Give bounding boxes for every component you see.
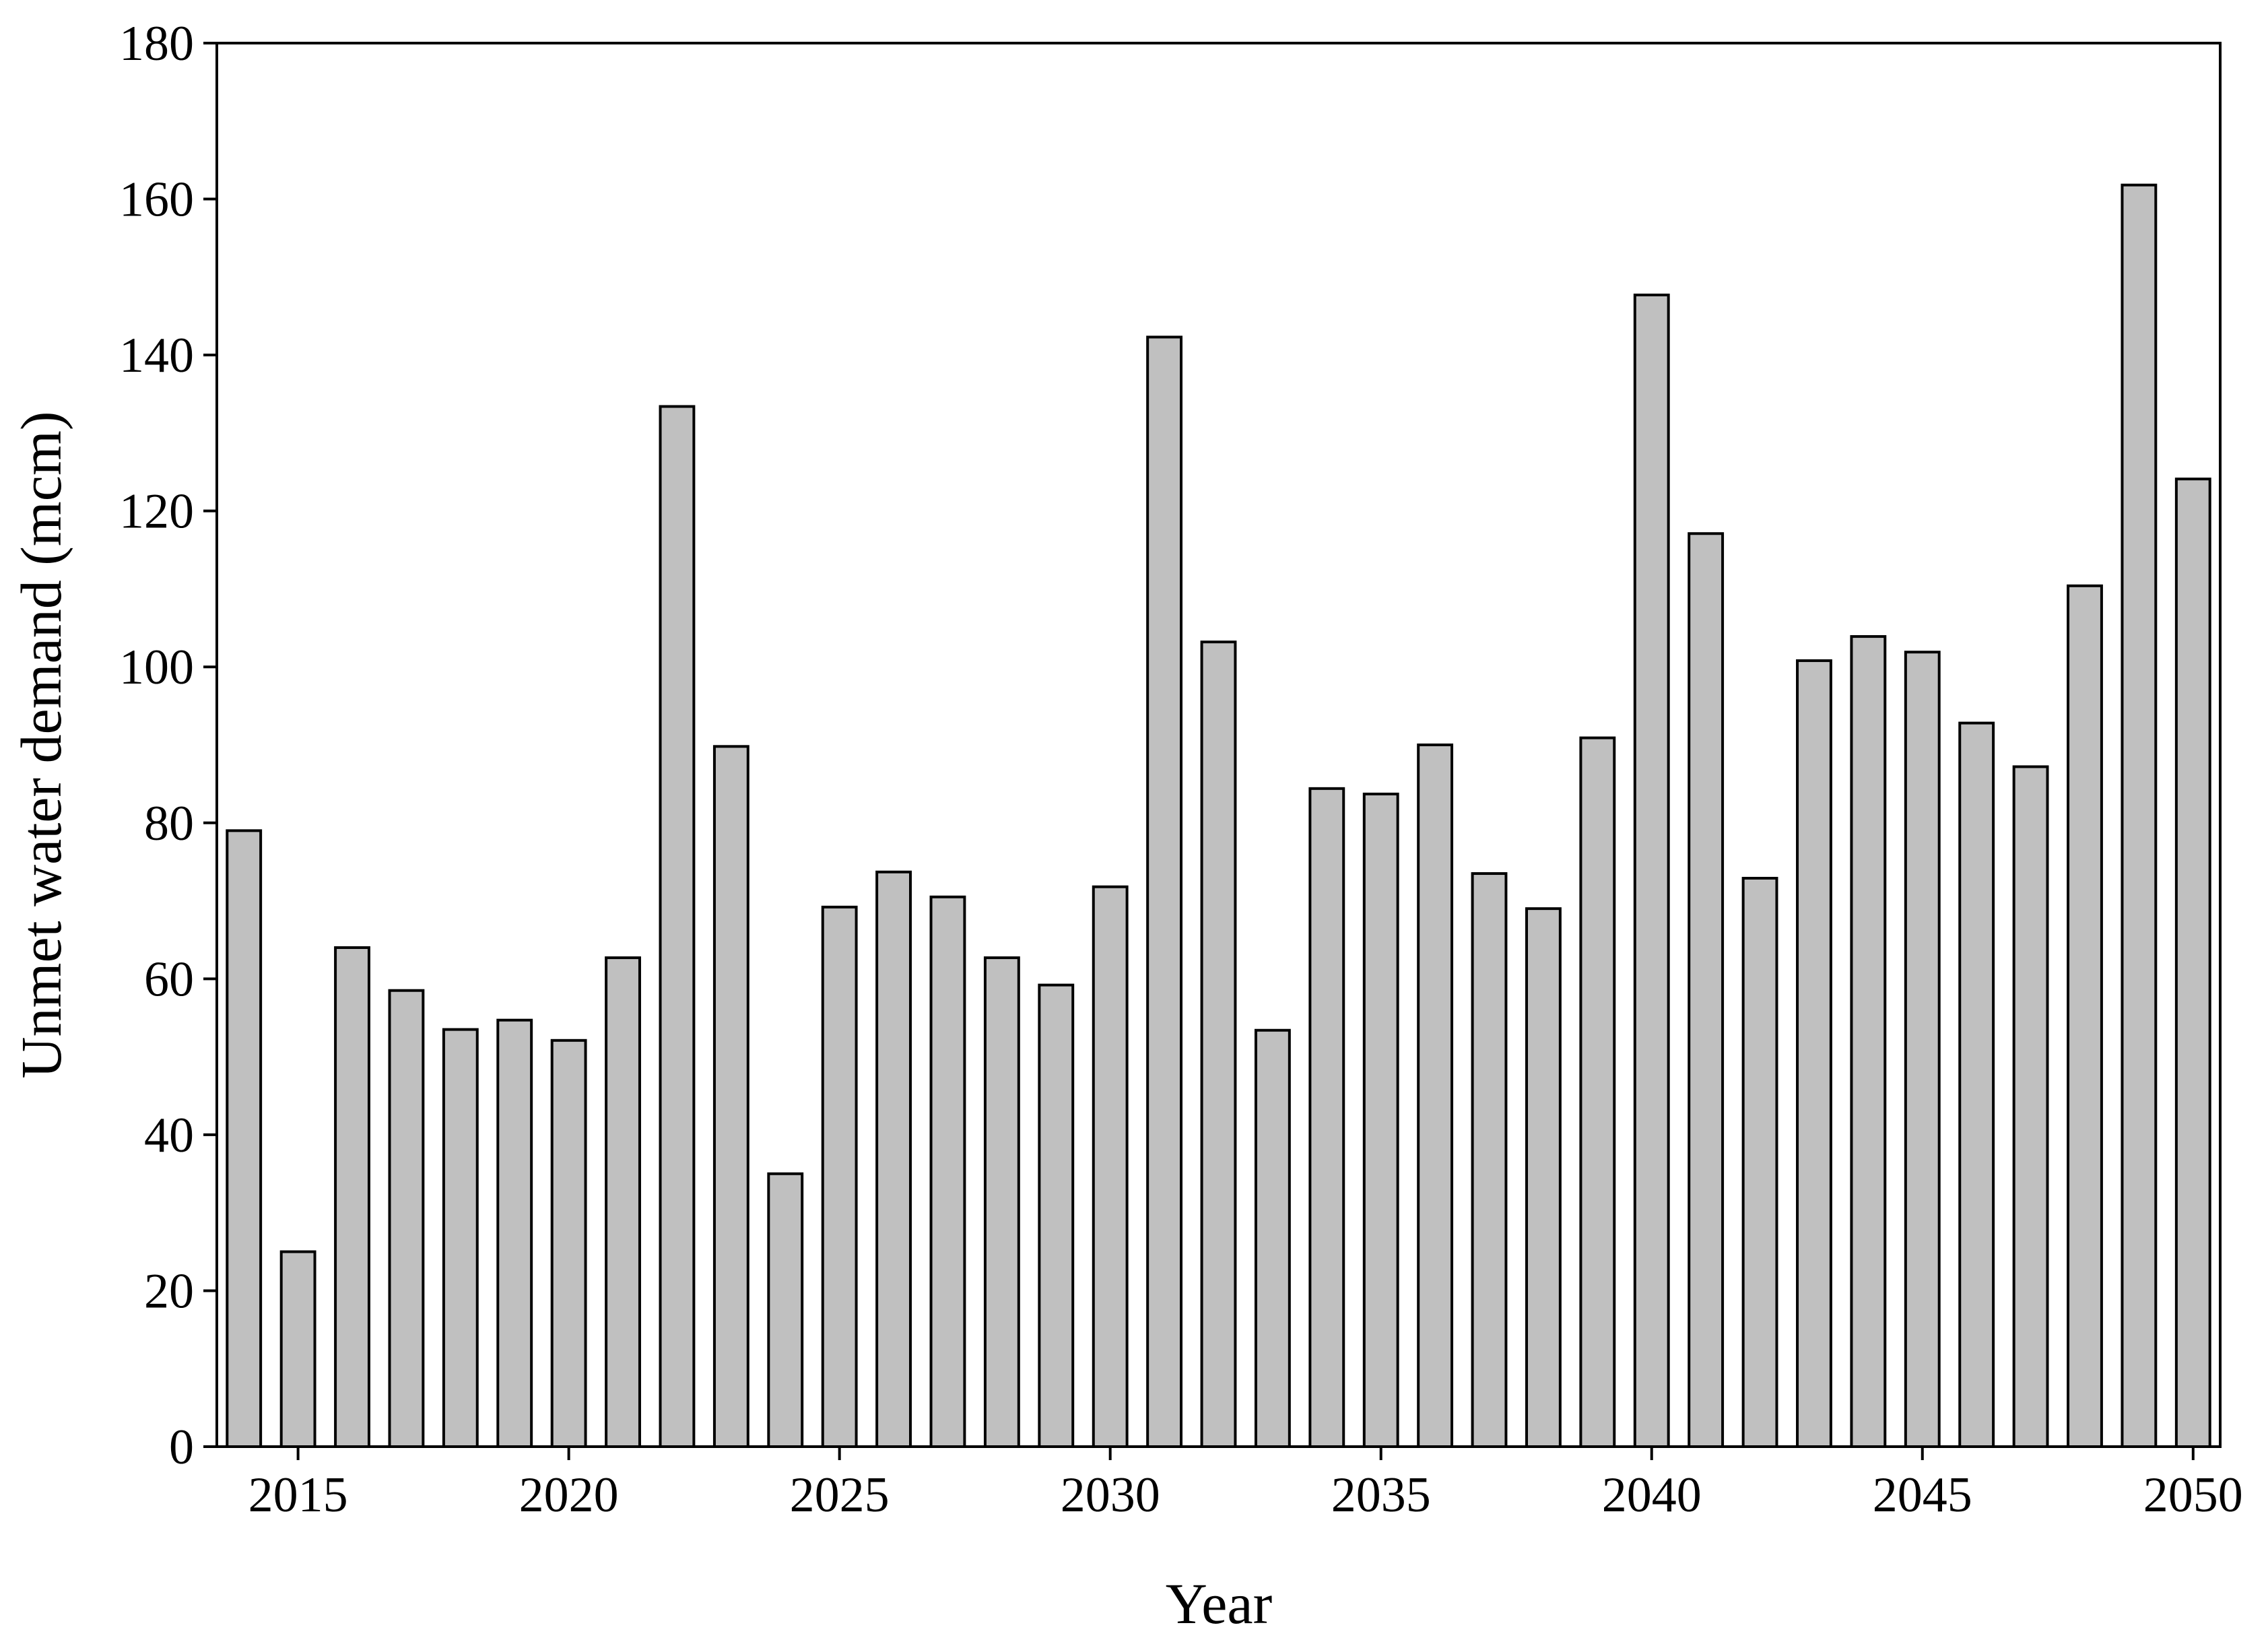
x-tick-label: 2045 (1873, 1468, 1972, 1523)
bar (442, 1028, 479, 1448)
bar (1579, 736, 1616, 1448)
bar (1850, 635, 1887, 1449)
bar (1308, 787, 1345, 1448)
y-tick-label: 60 (144, 952, 194, 1007)
bar (496, 1018, 533, 1448)
y-tick-label: 100 (119, 640, 194, 695)
bar (712, 745, 749, 1448)
bar (605, 956, 641, 1449)
x-tick-label: 2025 (790, 1468, 890, 1523)
y-tick-label: 120 (119, 484, 194, 539)
bar (550, 1039, 587, 1448)
bar (1200, 640, 1237, 1448)
bar (1796, 659, 1832, 1449)
bar (1254, 1028, 1291, 1449)
y-tick-label: 180 (119, 16, 194, 71)
bar (2012, 765, 2049, 1448)
y-tick-label: 40 (144, 1108, 194, 1163)
y-tick-label: 20 (144, 1263, 194, 1319)
x-tick-label: 2040 (1602, 1468, 1702, 1523)
bar (929, 895, 966, 1449)
bar (226, 829, 263, 1449)
bar (2121, 183, 2158, 1448)
bar (983, 956, 1020, 1449)
bar (1904, 651, 1941, 1448)
y-tick-label: 160 (119, 172, 194, 228)
bar (1362, 792, 1399, 1448)
bar (1633, 293, 1670, 1448)
bar (875, 870, 912, 1448)
bar (334, 946, 370, 1448)
x-axis-title: Year (1166, 1571, 1272, 1636)
bar (1958, 721, 1995, 1448)
bar (2067, 584, 2103, 1448)
bar (2174, 478, 2211, 1448)
x-tick-label: 2035 (1331, 1468, 1431, 1523)
x-tick-label: 2030 (1061, 1468, 1160, 1523)
bar (1092, 885, 1129, 1448)
bar (821, 905, 858, 1448)
bar (767, 1172, 804, 1449)
bar (1525, 907, 1562, 1448)
bar (1741, 876, 1778, 1448)
x-tick-label: 2015 (248, 1468, 348, 1523)
bar (1417, 744, 1454, 1448)
bar (1688, 532, 1725, 1449)
y-tick-label: 140 (119, 328, 194, 383)
y-axis-title: Unmet water demand (mcm) (9, 411, 73, 1078)
bar (659, 405, 696, 1448)
x-tick-label: 2020 (519, 1468, 619, 1523)
x-tick-label: 2050 (2143, 1468, 2243, 1523)
bar (279, 1250, 316, 1448)
plot-frame (215, 42, 2222, 1448)
y-tick-label: 80 (144, 796, 194, 851)
y-tick-label: 0 (169, 1420, 194, 1475)
bar (1471, 872, 1508, 1448)
bar (1146, 335, 1183, 1449)
bar (388, 989, 425, 1448)
bar (1038, 983, 1075, 1448)
